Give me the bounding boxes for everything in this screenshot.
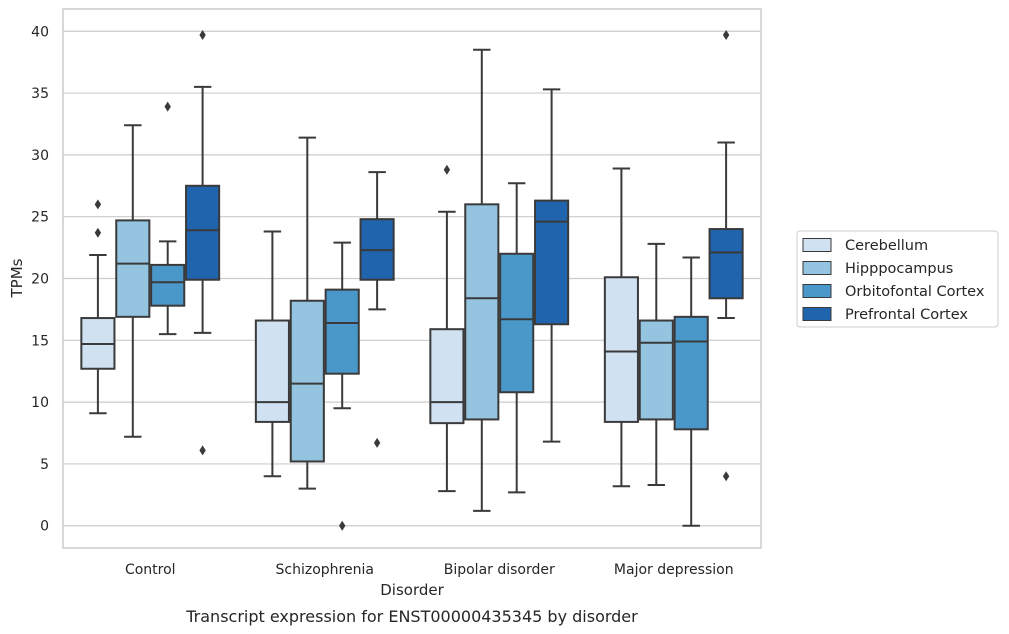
box-0-1-iqr [115, 219, 151, 318]
box-0-0-flier-0 [94, 227, 102, 238]
legend-swatch-1 [802, 261, 832, 275]
box-1-1 [289, 136, 325, 490]
box-2-2 [499, 182, 535, 494]
plot-area-boxes [80, 29, 744, 531]
legend-frame [796, 230, 999, 328]
x-tick-labels: Control Schizophrenia Bipolar disorder Majo… [125, 562, 734, 578]
box-0-3 [185, 29, 221, 456]
y-tick-labels: 0 5 10 15 20 25 30 35 40 [31, 24, 49, 534]
x-tick-label-2: Bipolar disorder [444, 562, 555, 578]
box-0-0-flier-1 [94, 199, 102, 210]
box-2-1 [464, 48, 500, 512]
x-tick-label-1: Schizophrenia [276, 562, 374, 578]
legend-label-1: Hipppocampus [845, 261, 953, 277]
box-3-3-iqr [708, 228, 744, 300]
box-0-0 [80, 199, 116, 415]
y-tick-label-15: 15 [31, 333, 49, 349]
legend-label-3: Prefrontal Cortex [845, 307, 968, 323]
legend: Cerebellum Hipppocampus Orbitofontal Corte… [796, 230, 999, 328]
box-2-2-iqr [499, 252, 535, 394]
box-2-1-iqr [464, 203, 500, 421]
box-0-3-flier-1 [199, 29, 206, 40]
gridlines [63, 30, 761, 527]
box-2-3-iqr [534, 199, 570, 326]
box-2-0-flier-0 [443, 164, 451, 175]
box-2-0 [429, 164, 465, 493]
x-axis-label: Disorder [380, 581, 444, 599]
box-1-0 [254, 230, 290, 478]
box-1-2 [324, 241, 360, 531]
y-tick-label-30: 30 [31, 148, 49, 164]
plot-frame [62, 8, 762, 549]
box-3-1-iqr [638, 319, 674, 421]
y-axis-label: TPMs [8, 258, 26, 298]
legend-swatch-0 [802, 238, 832, 252]
box-1-3-flier-0 [373, 437, 381, 448]
box-0-2-iqr [150, 263, 186, 307]
box-3-0-iqr [603, 276, 639, 423]
box-1-2-flier-0 [339, 520, 346, 531]
box-1-3 [359, 171, 395, 448]
box-1-1-iqr [289, 299, 325, 463]
box-1-0-iqr [254, 319, 290, 423]
y-tick-label-35: 35 [31, 86, 49, 102]
legend-label-0: Cerebellum [845, 238, 928, 254]
box-3-3-flier-0 [722, 471, 730, 482]
box-3-2 [673, 256, 709, 527]
box-3-1 [638, 242, 674, 486]
box-0-2 [150, 101, 186, 336]
box-0-1 [115, 124, 151, 438]
y-tick-label-25: 25 [31, 210, 49, 226]
y-tick-label-5: 5 [40, 457, 49, 473]
box-0-2-flier-0 [164, 101, 171, 112]
box-2-0-iqr [429, 328, 465, 425]
box-1-2-iqr [324, 288, 360, 375]
box-0-3-iqr [185, 184, 221, 281]
legend-swatch-2 [802, 284, 832, 298]
y-tick-label-10: 10 [31, 395, 49, 411]
box-3-3 [708, 29, 744, 482]
x-tick-label-3: Major depression [614, 562, 734, 578]
box-3-3-flier-1 [722, 29, 730, 40]
legend-swatch-3 [802, 307, 832, 321]
y-tick-label-20: 20 [31, 272, 49, 288]
box-3-0 [603, 167, 639, 488]
y-tick-label-40: 40 [31, 24, 49, 40]
legend-label-2: Orbitofontal Cortex [845, 284, 985, 300]
x-tick-label-0: Control [125, 562, 176, 578]
box-3-2-iqr [673, 315, 709, 431]
y-tick-label-0: 0 [40, 519, 49, 535]
box-2-3 [534, 88, 570, 443]
chart-caption: Transcript expression for ENST0000043534… [185, 607, 638, 626]
box-0-3-flier-0 [199, 445, 206, 456]
